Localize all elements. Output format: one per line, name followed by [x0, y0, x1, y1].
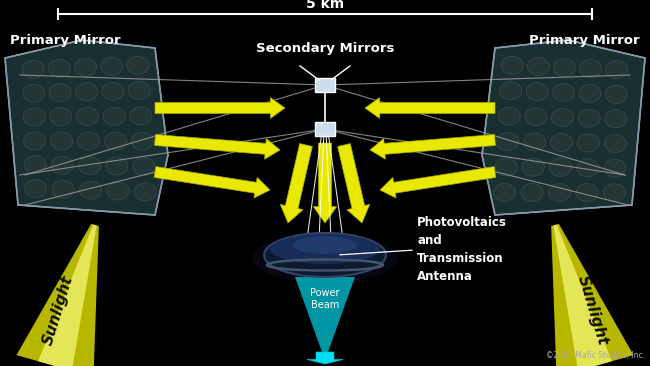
- Ellipse shape: [75, 58, 96, 76]
- Ellipse shape: [22, 60, 44, 78]
- Ellipse shape: [133, 157, 155, 176]
- Ellipse shape: [79, 181, 101, 199]
- Ellipse shape: [549, 158, 571, 176]
- Ellipse shape: [495, 158, 517, 176]
- Ellipse shape: [106, 157, 127, 175]
- Text: 5 km: 5 km: [306, 0, 344, 11]
- Ellipse shape: [580, 60, 602, 78]
- FancyArrow shape: [155, 135, 280, 159]
- Ellipse shape: [523, 133, 545, 151]
- Ellipse shape: [127, 56, 149, 74]
- Ellipse shape: [554, 59, 575, 76]
- Ellipse shape: [102, 82, 124, 100]
- Ellipse shape: [551, 134, 573, 152]
- Ellipse shape: [525, 108, 547, 126]
- Ellipse shape: [577, 159, 599, 177]
- Text: Secondary Mirrors: Secondary Mirrors: [256, 42, 394, 55]
- Ellipse shape: [101, 57, 123, 75]
- Ellipse shape: [50, 108, 72, 126]
- FancyArrow shape: [365, 98, 495, 119]
- Text: Primary Mirror: Primary Mirror: [10, 34, 121, 47]
- Ellipse shape: [130, 107, 152, 125]
- Ellipse shape: [579, 85, 601, 102]
- Ellipse shape: [48, 59, 70, 77]
- Ellipse shape: [497, 132, 519, 150]
- Ellipse shape: [103, 107, 125, 125]
- FancyArrow shape: [154, 167, 270, 198]
- Text: ©2007 Mafic Studios, Inc.: ©2007 Mafic Studios, Inc.: [546, 351, 645, 360]
- Ellipse shape: [23, 108, 45, 126]
- Ellipse shape: [23, 84, 45, 102]
- Polygon shape: [5, 40, 168, 215]
- Ellipse shape: [500, 82, 522, 100]
- Ellipse shape: [270, 234, 380, 264]
- Text: Sunlight: Sunlight: [574, 273, 610, 347]
- Ellipse shape: [605, 110, 627, 128]
- Ellipse shape: [501, 56, 523, 74]
- FancyArrow shape: [337, 143, 370, 223]
- Ellipse shape: [604, 159, 626, 177]
- Ellipse shape: [264, 233, 386, 277]
- Polygon shape: [551, 224, 634, 366]
- Ellipse shape: [552, 83, 575, 101]
- FancyArrow shape: [370, 135, 495, 159]
- Ellipse shape: [24, 156, 46, 174]
- Text: Photovoltaics
and
Transmission
Antenna: Photovoltaics and Transmission Antenna: [417, 217, 507, 284]
- Ellipse shape: [23, 132, 46, 150]
- Ellipse shape: [606, 61, 628, 79]
- Ellipse shape: [523, 158, 544, 176]
- FancyArrow shape: [313, 143, 337, 223]
- Ellipse shape: [603, 184, 625, 202]
- Ellipse shape: [252, 233, 398, 283]
- FancyArrow shape: [280, 143, 313, 223]
- FancyArrow shape: [380, 167, 496, 198]
- Ellipse shape: [527, 57, 549, 75]
- Ellipse shape: [75, 83, 98, 101]
- Ellipse shape: [77, 132, 99, 150]
- Ellipse shape: [51, 156, 73, 174]
- FancyArrow shape: [307, 352, 343, 364]
- Text: Sunlight: Sunlight: [40, 273, 76, 347]
- Polygon shape: [482, 40, 645, 215]
- Ellipse shape: [105, 132, 127, 150]
- Ellipse shape: [131, 132, 153, 150]
- Ellipse shape: [135, 183, 157, 201]
- Ellipse shape: [526, 83, 548, 101]
- Ellipse shape: [498, 107, 520, 125]
- Polygon shape: [553, 224, 612, 366]
- Text: Power
Beam: Power Beam: [310, 288, 340, 310]
- Ellipse shape: [107, 182, 129, 200]
- FancyArrow shape: [155, 98, 285, 119]
- Ellipse shape: [577, 134, 599, 152]
- Ellipse shape: [521, 183, 543, 201]
- Ellipse shape: [51, 132, 73, 150]
- Ellipse shape: [293, 236, 357, 254]
- Ellipse shape: [25, 180, 47, 198]
- Ellipse shape: [77, 108, 99, 126]
- Polygon shape: [16, 224, 99, 366]
- Polygon shape: [38, 224, 97, 366]
- Ellipse shape: [576, 184, 598, 202]
- Bar: [315, 78, 335, 92]
- Ellipse shape: [549, 183, 571, 202]
- Ellipse shape: [578, 109, 600, 127]
- Ellipse shape: [128, 82, 150, 100]
- Ellipse shape: [604, 134, 627, 153]
- Text: Primary Mirror: Primary Mirror: [529, 34, 640, 47]
- Ellipse shape: [551, 108, 573, 127]
- Ellipse shape: [79, 157, 101, 175]
- Polygon shape: [295, 277, 355, 352]
- Ellipse shape: [605, 85, 627, 103]
- Ellipse shape: [49, 83, 71, 101]
- Bar: [315, 122, 335, 136]
- Ellipse shape: [493, 183, 515, 201]
- Ellipse shape: [52, 180, 74, 198]
